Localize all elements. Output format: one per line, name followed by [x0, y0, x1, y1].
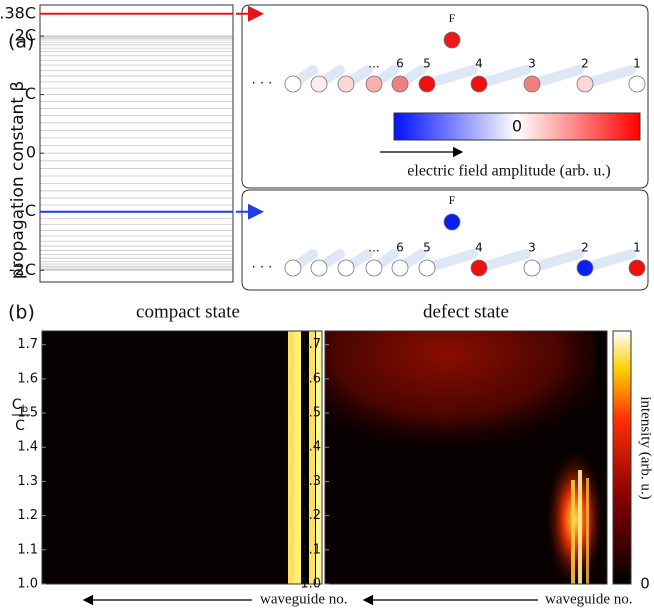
- site: [337, 259, 355, 277]
- x-axis-label: waveguide no.: [545, 591, 632, 607]
- panel-title: defect state: [423, 301, 509, 322]
- defect-site: [443, 213, 461, 231]
- colorbar-label: intensity (arb. u.): [638, 396, 654, 499]
- lattice-frame: [241, 4, 649, 189]
- y-tick-label: 1.2: [17, 508, 38, 523]
- site: [628, 75, 646, 93]
- y-label-numerator: Cb: [12, 397, 28, 415]
- site-label: 5: [423, 241, 431, 255]
- y-tick-label: 1.0: [300, 577, 321, 592]
- site-label: 1: [633, 57, 641, 71]
- heatmap-stripes: [571, 470, 589, 584]
- band-lines: [40, 35, 233, 271]
- panel-label: (b): [8, 302, 35, 324]
- y-tick-label: 1.0: [17, 577, 38, 592]
- y-tick-label: 1.5: [300, 406, 321, 421]
- site: [391, 259, 409, 277]
- defect-site: [443, 31, 461, 49]
- site-label: 3: [528, 57, 536, 71]
- y-tick-label: -C: [19, 201, 36, 220]
- y-tick-label: 1.2: [300, 508, 321, 523]
- site: [470, 259, 488, 277]
- site-label: 2: [581, 57, 589, 71]
- y-tick-label: 1.1: [17, 542, 38, 557]
- site: [576, 75, 594, 93]
- y-tick-label: 2C: [15, 26, 36, 45]
- y-label-denominator: C: [15, 418, 25, 434]
- site-label: 2: [581, 241, 589, 255]
- site-label: 1: [633, 241, 641, 255]
- plot-frame: [324, 330, 608, 585]
- y-tick-label: 1.6: [300, 371, 321, 386]
- y-tick-label: 1.3: [17, 474, 38, 489]
- site: [576, 259, 594, 277]
- colorbar-zero: 0: [640, 575, 650, 593]
- site-label: ...: [368, 241, 379, 255]
- site: [391, 75, 409, 93]
- field-colorbar: [393, 112, 641, 141]
- site-label: 5: [423, 57, 431, 71]
- x-axis-label: waveguide no.: [260, 591, 347, 607]
- site: [470, 75, 488, 93]
- site-label: 4: [475, 241, 483, 255]
- y-tick-label: C: [25, 84, 36, 103]
- site: [523, 75, 541, 93]
- y-label-sub: b: [22, 404, 28, 415]
- y-tick-label: 1.6: [17, 371, 38, 386]
- intensity-colorbar: [612, 330, 632, 585]
- site-label: 6: [396, 57, 404, 71]
- site: [418, 259, 436, 277]
- site: [284, 259, 302, 277]
- colorbar-zero: 0: [512, 117, 522, 136]
- site-label: 6: [396, 241, 404, 255]
- lattices: · · · F... 6 5 4 3 2 1 · · · F... 6 5 4 3 2 1: [252, 11, 646, 277]
- heatmap: [42, 331, 322, 584]
- plot-frame: [39, 4, 234, 283]
- colorbar-label: electric field amplitude (arb. u.): [407, 163, 610, 180]
- site-label: 4: [475, 57, 483, 71]
- site: [523, 259, 541, 277]
- y-axis-label: propagation constant β: [8, 81, 28, 279]
- y-label-num: C: [12, 397, 22, 413]
- site: [337, 75, 355, 93]
- y-tick-label: 1.7: [300, 337, 321, 352]
- site: [418, 75, 436, 93]
- ellipsis: · · ·: [252, 77, 273, 92]
- site: [365, 75, 383, 93]
- ellipsis: · · ·: [252, 261, 273, 276]
- y-tick-label: 1.4: [17, 440, 38, 455]
- site: [284, 75, 302, 93]
- y-tick-label: 1.7: [17, 337, 38, 352]
- y-tick-label: 1.4: [300, 440, 321, 455]
- y-tick-label: 2.38C: [0, 3, 36, 22]
- defect-label: F: [449, 193, 456, 207]
- site-label: 3: [528, 241, 536, 255]
- panel-label: (a): [8, 31, 34, 53]
- lattice-frame: [241, 189, 649, 291]
- y-tick-label: 1.1: [300, 542, 321, 557]
- site: [628, 259, 646, 277]
- plot-frame: [41, 330, 323, 585]
- y-tick-label: -2C: [9, 260, 36, 279]
- site: [365, 259, 383, 277]
- panel-title: compact state: [136, 301, 240, 322]
- heatmap-stripes: [288, 331, 322, 584]
- site-label: ...: [368, 57, 379, 71]
- y-tick-label: 1.5: [17, 406, 38, 421]
- site: [310, 259, 328, 277]
- site: [310, 75, 328, 93]
- y-tick-label: 0: [26, 143, 36, 162]
- y-tick-label: 1.3: [300, 474, 321, 489]
- defect-label: F: [449, 11, 456, 25]
